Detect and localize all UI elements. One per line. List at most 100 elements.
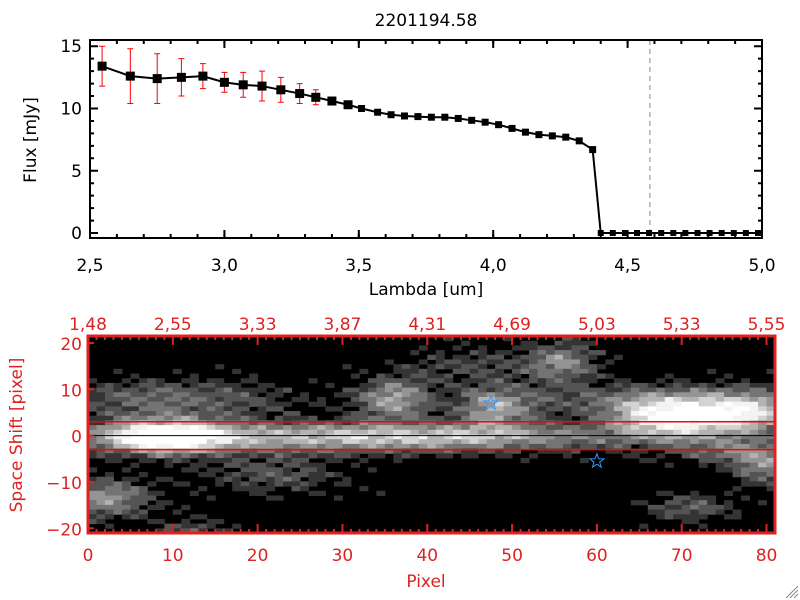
image-pixel xyxy=(690,401,700,407)
image-pixel xyxy=(88,518,97,525)
image-pixel xyxy=(189,415,199,421)
image-pixel xyxy=(291,411,301,417)
image-pixel xyxy=(172,406,182,412)
image-pixel xyxy=(588,425,598,431)
image-pixel xyxy=(741,387,751,393)
image-pixel xyxy=(88,453,97,459)
image-pixel xyxy=(291,481,301,487)
image-pixel xyxy=(198,425,208,431)
image-pixel xyxy=(155,448,165,454)
image-pixel xyxy=(673,504,683,511)
image-pixel xyxy=(96,486,106,492)
image-pixel xyxy=(741,425,751,431)
image-pixel xyxy=(300,429,310,435)
image-pixel xyxy=(181,392,191,398)
image-pixel xyxy=(308,378,318,384)
image-pixel xyxy=(291,453,301,459)
image-pixel xyxy=(537,345,547,351)
image-pixel xyxy=(656,509,666,515)
image-pixel xyxy=(249,476,259,482)
image-pixel xyxy=(274,443,284,450)
image-pixel xyxy=(698,411,708,417)
image-pixel xyxy=(758,411,768,417)
image-pixel xyxy=(138,392,148,398)
image-pixel xyxy=(435,439,445,445)
image-pixel xyxy=(240,396,250,403)
image-pixel xyxy=(249,443,259,450)
image-pixel xyxy=(554,373,564,379)
image-pixel xyxy=(529,425,539,431)
image-pixel xyxy=(461,364,471,370)
image-pixel xyxy=(741,443,751,450)
image-pixel xyxy=(257,486,267,492)
image-pixel xyxy=(444,364,454,370)
image-pixel xyxy=(681,401,691,407)
image-pixel xyxy=(715,415,725,421)
image-pixel xyxy=(138,434,148,440)
image-pixel xyxy=(181,406,191,412)
image-pixel xyxy=(257,472,267,478)
image-pixel xyxy=(384,420,394,426)
image-pixel xyxy=(257,382,267,389)
image-pixel xyxy=(579,457,589,464)
image-pixel xyxy=(562,368,572,375)
image-pixel xyxy=(138,495,148,501)
image-pixel xyxy=(435,420,445,426)
image-pixel xyxy=(333,472,343,478)
image-pixel xyxy=(444,429,454,435)
image-pixel xyxy=(249,434,259,440)
image-pixel xyxy=(741,415,751,421)
image-pixel xyxy=(96,476,106,482)
image-pixel xyxy=(257,429,267,435)
image-pixel xyxy=(232,387,242,393)
image-pixel xyxy=(554,434,564,440)
image-pixel xyxy=(605,448,615,454)
star-marker-icon xyxy=(482,394,500,411)
image-pixel xyxy=(155,476,165,482)
image-pixel xyxy=(766,425,776,431)
image-pixel xyxy=(766,443,776,450)
y-tick-label: 0 xyxy=(71,224,82,244)
image-pixel xyxy=(88,448,97,454)
image-pixel xyxy=(104,448,114,454)
image-pixel xyxy=(656,396,666,403)
image-pixel xyxy=(588,420,598,426)
image-pixel xyxy=(503,448,513,454)
image-pixel xyxy=(732,420,742,426)
image-pixel xyxy=(613,448,623,454)
image-pixel xyxy=(647,411,657,417)
image-pixel xyxy=(673,429,683,435)
image-pixel xyxy=(393,387,403,393)
image-pixel xyxy=(486,396,496,403)
image-pixel xyxy=(529,368,539,375)
image-pixel xyxy=(198,415,208,421)
image-pixel xyxy=(698,406,708,412)
image-pixel xyxy=(503,392,513,398)
image-pixel xyxy=(749,387,759,393)
image-pixel xyxy=(147,396,157,403)
image-pixel xyxy=(673,396,683,403)
spectrum-2d-image: 01,48102,55203,33303,87404,31504,69605,0… xyxy=(46,315,785,566)
image-pixel xyxy=(249,486,259,492)
image-pixel xyxy=(147,504,157,511)
image-pixel xyxy=(88,415,97,421)
image-pixel xyxy=(690,490,700,496)
image-pixel xyxy=(520,429,530,435)
image-pixel xyxy=(724,490,734,496)
image-pixel xyxy=(537,411,547,417)
image-pixel xyxy=(724,382,734,389)
image-pixel xyxy=(130,387,140,393)
image-pixel xyxy=(393,457,403,464)
resize-grip-icon[interactable] xyxy=(785,585,799,599)
image-pixel xyxy=(96,382,106,389)
image-pixel xyxy=(130,373,140,379)
image-pixel xyxy=(155,490,165,496)
image-pixel xyxy=(503,350,513,356)
image-pixel xyxy=(138,429,148,435)
image-pixel xyxy=(367,401,377,407)
image-pixel xyxy=(427,425,437,431)
image-pixel xyxy=(537,443,547,450)
image-pixel xyxy=(215,411,225,417)
image-pixel xyxy=(478,443,488,450)
image-pixel xyxy=(88,495,97,501)
